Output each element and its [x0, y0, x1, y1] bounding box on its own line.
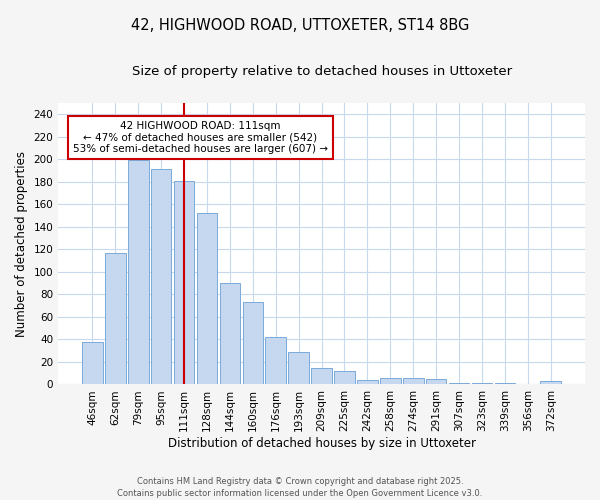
Bar: [541, 381, 561, 384]
X-axis label: Distribution of detached houses by size in Uttoxeter: Distribution of detached houses by size …: [167, 437, 476, 450]
Bar: [426, 379, 446, 384]
Bar: [265, 337, 286, 384]
Bar: [128, 160, 149, 384]
Title: Size of property relative to detached houses in Uttoxeter: Size of property relative to detached ho…: [131, 65, 512, 78]
Bar: [403, 378, 424, 384]
Bar: [380, 378, 401, 384]
Y-axis label: Number of detached properties: Number of detached properties: [15, 150, 28, 336]
Bar: [334, 371, 355, 384]
Bar: [197, 213, 217, 384]
Bar: [289, 352, 309, 384]
Bar: [105, 252, 125, 384]
Text: 42, HIGHWOOD ROAD, UTTOXETER, ST14 8BG: 42, HIGHWOOD ROAD, UTTOXETER, ST14 8BG: [131, 18, 469, 32]
Bar: [242, 302, 263, 384]
Bar: [174, 180, 194, 384]
Text: 42 HIGHWOOD ROAD: 111sqm
← 47% of detached houses are smaller (542)
53% of semi-: 42 HIGHWOOD ROAD: 111sqm ← 47% of detach…: [73, 121, 328, 154]
Bar: [82, 342, 103, 384]
Text: Contains HM Land Registry data © Crown copyright and database right 2025.
Contai: Contains HM Land Registry data © Crown c…: [118, 476, 482, 498]
Bar: [151, 170, 172, 384]
Bar: [311, 368, 332, 384]
Bar: [357, 380, 378, 384]
Bar: [220, 283, 240, 384]
